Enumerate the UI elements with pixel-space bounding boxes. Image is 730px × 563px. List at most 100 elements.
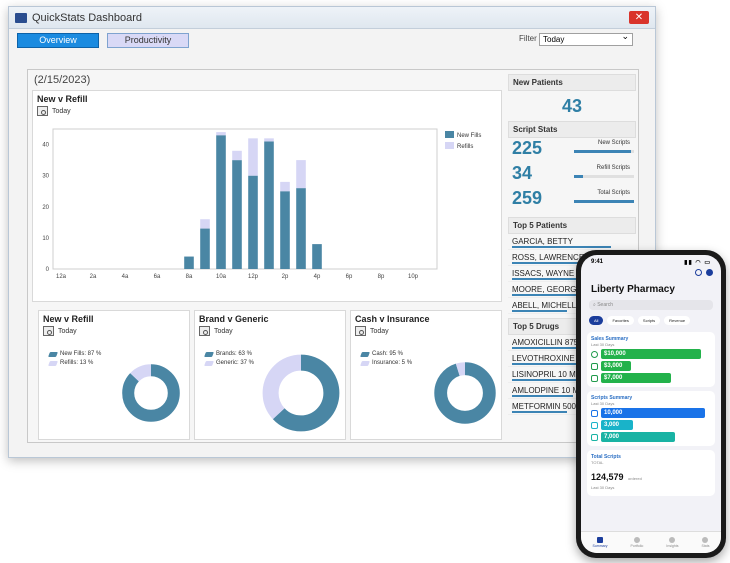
sales-value-bar: $10,000 <box>601 349 701 359</box>
donut-title: Brand v Generic <box>199 314 269 324</box>
legend-label: Cash: 95 % <box>372 351 404 357</box>
search-placeholder: Search <box>597 302 614 308</box>
bar-chart: 0 10 20 30 40 12a 2a 4a 6a 8a 10a 12p 2p 4p 6p 8p 10p New… <box>42 128 481 280</box>
list-item[interactable]: ISSACS, WAYNE <box>508 266 636 282</box>
scripts-summary-card[interactable]: Scripts Summary Last 30 Days 10,000 3,00… <box>587 391 715 446</box>
patient-name: ISSACS, WAYNE <box>512 269 575 278</box>
donut-slice-primary <box>434 362 496 424</box>
scripts-value-bar: 3,000 <box>601 420 633 430</box>
card-subtitle: Last 30 Days <box>591 401 615 406</box>
donut-title: Cash v Insurance <box>355 314 430 324</box>
drug-name: AMLODPINE 10 MG <box>512 386 586 395</box>
sales-row: $3,000 <box>591 361 711 371</box>
legend-label-new: New Fills <box>457 133 481 139</box>
chip-all[interactable]: All <box>589 316 604 325</box>
profile-icon[interactable] <box>706 269 713 276</box>
donut-legend: Cash: 95 % Insurance: 5 % <box>360 351 413 369</box>
tab-overview[interactable]: Overview <box>17 32 99 48</box>
legend-item: New Fills: 87 % <box>48 351 101 357</box>
rx-icon <box>591 433 598 441</box>
chip-favorites[interactable]: Favorites <box>607 316 634 325</box>
stat-value: 259 <box>512 188 543 208</box>
sales-summary-card[interactable]: Sales Summary Last 30 Days $10,000 $3,00… <box>587 332 715 387</box>
x-tick-label: 4a <box>122 274 129 280</box>
total-unit: ordered <box>628 476 642 481</box>
total-value-row: 124,579 ordered <box>591 467 711 485</box>
phone-search-input[interactable]: ⌕ Search <box>589 300 713 310</box>
donut-chart <box>262 354 340 432</box>
bar-refills <box>296 160 306 189</box>
insights-icon <box>669 537 676 543</box>
list-item[interactable]: MOORE, GEORGE <box>508 282 636 298</box>
list-bar <box>512 363 595 365</box>
tab-portfolio[interactable]: Portfolio <box>631 537 643 548</box>
filter-dropdown[interactable]: Today <box>539 31 633 46</box>
stat-label: Total Scripts <box>597 190 630 196</box>
phone-header-icons <box>581 269 721 276</box>
x-tick-label: 4p <box>314 274 321 280</box>
donut-period: Today <box>39 326 189 336</box>
stat-bar-fill <box>574 200 634 203</box>
filter-label: Filter <box>519 34 537 43</box>
plot-area <box>52 128 438 270</box>
card-subtitle: Last 30 Days <box>591 342 615 347</box>
list-item[interactable]: LEVOTHROXINE 10 <box>508 351 636 367</box>
tab-insights[interactable]: Insights <box>666 537 678 548</box>
top-patients-list: GARCIA, BETTY ROSS, LAWRENCE ISSACS, WAY… <box>508 234 636 314</box>
stat-bar <box>574 175 634 178</box>
y-tick-label: 10 <box>42 236 49 242</box>
drug-name: AMOXICILLIN 875 M <box>512 338 588 347</box>
legend-label: Insurance: 5 % <box>372 360 413 366</box>
list-item[interactable]: GARCIA, BETTY <box>508 234 636 250</box>
phone-screen: 9:41 ▮▮ ◠ ▭ Liberty Pharmacy ⌕ Search Al… <box>581 255 721 553</box>
total-scripts-card[interactable]: Total Scripts TOTAL 124,579 ordered Last… <box>587 450 715 496</box>
title-bar: QuickStats Dashboard ✕ <box>9 7 655 29</box>
x-tick-label: 2a <box>90 274 97 280</box>
list-item[interactable]: AMOXICILLIN 875 M <box>508 335 636 351</box>
stat-value: 225 <box>512 138 543 158</box>
patient-name: ABELL, MICHELLE <box>512 301 582 310</box>
drug-name: LEVOTHROXINE 10 <box>512 354 586 363</box>
legend-item: Generic: 37 % <box>204 360 254 366</box>
history-icon[interactable] <box>695 269 702 276</box>
stat-refill-scripts: 34 Refill Scripts <box>508 163 636 188</box>
legend-swatch <box>48 360 58 366</box>
stat-bar <box>574 150 634 153</box>
stats-sidebar: New Patients 43 Script Stats 225 New Scr… <box>508 74 636 415</box>
bar-new-fills <box>296 188 306 269</box>
tab-productivity[interactable]: Productivity <box>107 32 189 48</box>
x-tick-label: 2p <box>282 274 289 280</box>
dashboard-window: QuickStats Dashboard ✕ Overview Producti… <box>8 6 656 458</box>
tab-label: Insights <box>666 544 679 548</box>
report-date: (2/15/2023) <box>34 74 91 86</box>
list-item[interactable]: ROSS, LAWRENCE <box>508 250 636 266</box>
list-bar <box>512 246 611 248</box>
x-tick-label: 6a <box>154 274 161 280</box>
calendar-icon <box>37 106 48 116</box>
list-item[interactable]: ABELL, MICHELLE <box>508 298 636 314</box>
donut-period-label: Today <box>58 327 77 335</box>
sales-row: $10,000 <box>591 349 711 359</box>
phone-filter-chips: All Favorites Scripts Revenue <box>581 313 721 328</box>
donut-period-label: Today <box>214 327 233 335</box>
close-button[interactable]: ✕ <box>629 11 649 24</box>
stat-bar <box>574 200 634 203</box>
chip-revenue[interactable]: Revenue <box>664 316 691 325</box>
scripts-icon <box>591 409 598 417</box>
list-item[interactable]: LISINOPRIL 10 MG <box>508 367 636 383</box>
tab-summary[interactable]: Summary <box>593 537 608 548</box>
card-title: Scripts Summary <box>591 395 633 401</box>
chip-scripts[interactable]: Scripts <box>637 316 661 325</box>
tab-stats[interactable]: Stats <box>702 537 709 548</box>
x-tick-label: 6p <box>346 274 353 280</box>
list-bar <box>512 347 611 349</box>
donut-slice-primary <box>122 364 180 422</box>
list-bar <box>512 262 595 264</box>
patient-name: GARCIA, BETTY <box>512 237 573 246</box>
sales-value-bar: $3,000 <box>601 361 631 371</box>
legend-swatch-refill <box>445 142 454 149</box>
stat-label: Refill Scripts <box>596 165 630 171</box>
legend-item: Brands: 63 % <box>204 351 254 357</box>
list-item[interactable]: METFORMIN 500 M <box>508 399 636 415</box>
list-item[interactable]: AMLODPINE 10 MG <box>508 383 636 399</box>
